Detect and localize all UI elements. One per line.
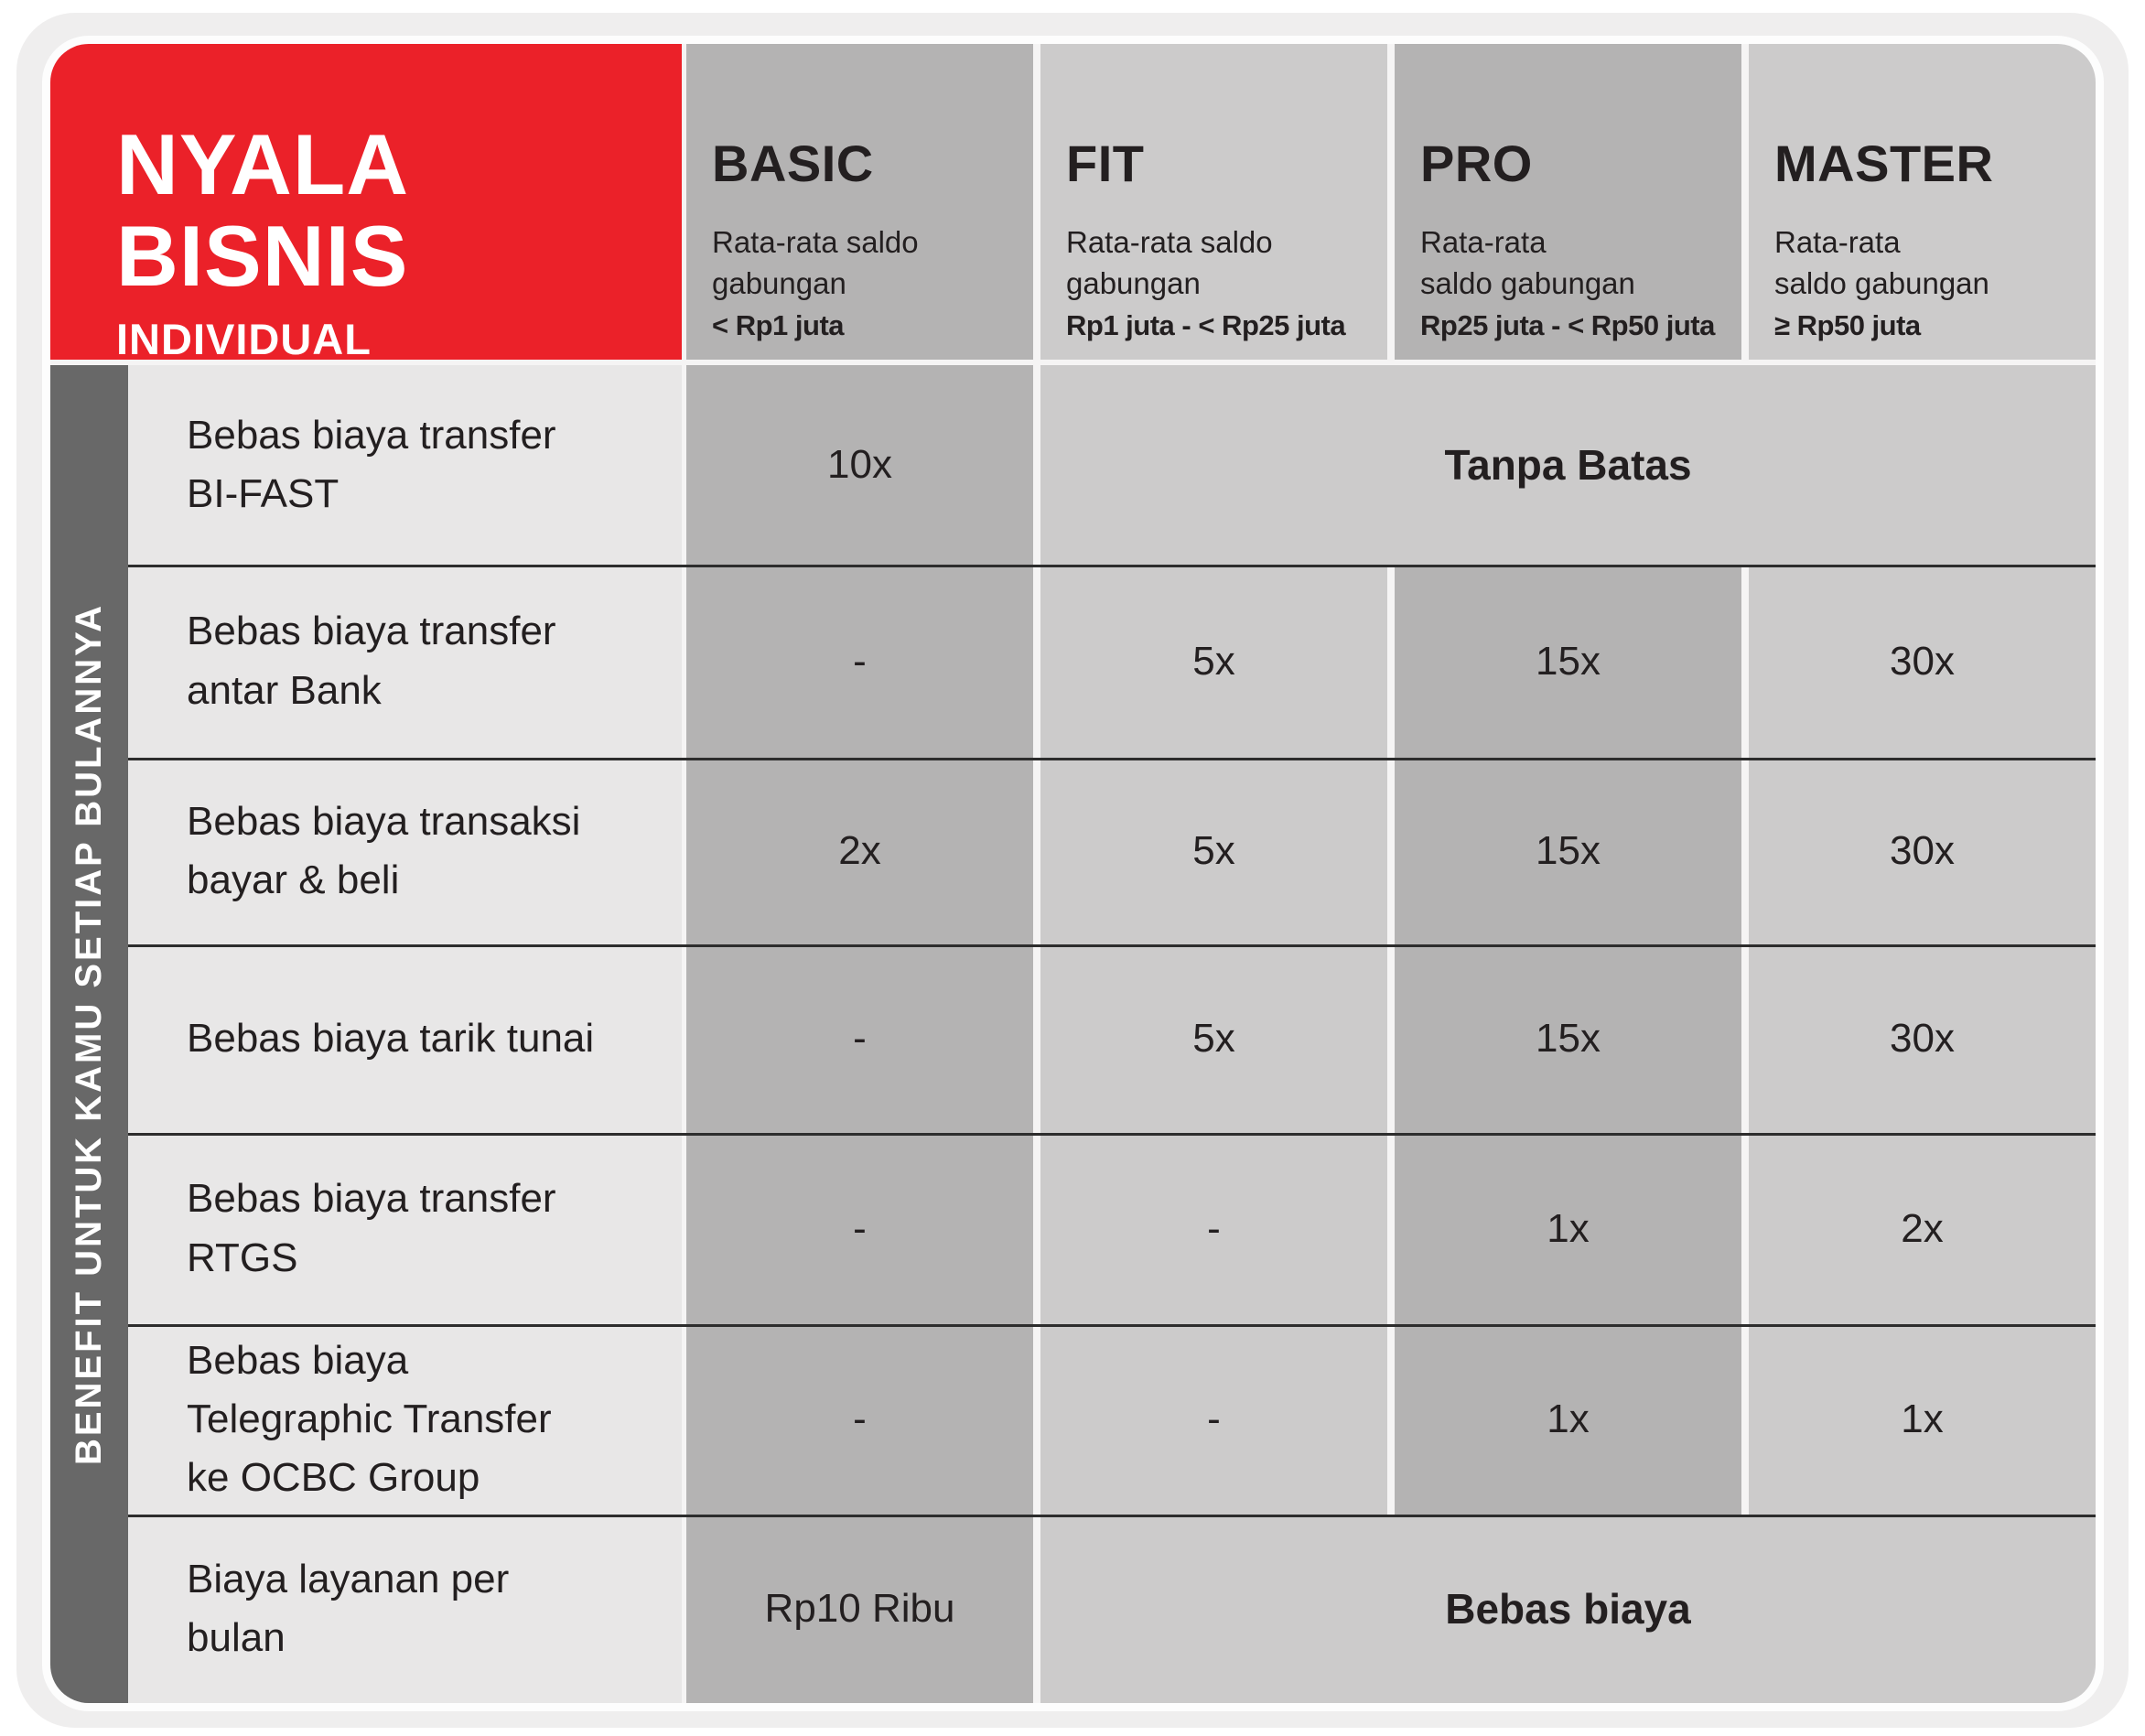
pricing-table: NYALA BISNIS INDIVIDUAL BASIC Rata-rata … — [50, 44, 2096, 1703]
tier-balance-desc: Rata-rata saldo gabungan — [712, 225, 919, 300]
tier-balance-desc: Rata-rata saldo gabungan — [1774, 225, 1989, 300]
sidebar-vertical-label: BENEFIT UNTUK KAMU SETIAP BULANNYA — [69, 602, 109, 1466]
benefit-cell-basic: Rp10 Ribu — [686, 1515, 1033, 1703]
row-divider — [128, 1515, 2096, 1517]
tier-header-fit: FIT Rata-rata saldo gabungan Rp1 juta - … — [1040, 44, 1387, 360]
benefit-cell-master: 1x — [1749, 1324, 2096, 1515]
benefit-row-label: Bebas biaya transfer antar Bank — [128, 565, 682, 758]
benefit-cell-basic: - — [686, 1324, 1033, 1515]
tier-name: MASTER — [1774, 135, 1994, 192]
brand-subtitle: INDIVIDUAL — [116, 315, 372, 364]
tier-name: BASIC — [712, 135, 874, 192]
tier-header-master: MASTER Rata-rata saldo gabungan ≥ Rp50 j… — [1749, 44, 2096, 360]
benefit-cell-master: 30x — [1749, 758, 2096, 944]
tier-balance-desc: Rata-rata saldo gabungan — [1420, 225, 1635, 300]
benefit-row-label: Bebas biaya Telegraphic Transfer ke OCBC… — [128, 1324, 682, 1515]
benefit-cell-basic: 10x — [686, 365, 1033, 565]
row-divider — [128, 1133, 2096, 1136]
tier-balance-desc: Rata-rata saldo gabungan — [1066, 225, 1273, 300]
benefit-cell-pro: 1x — [1395, 1133, 1741, 1324]
benefit-cell-basic: - — [686, 565, 1033, 758]
benefit-cell-fit: 5x — [1040, 944, 1387, 1133]
brand-title-line2: BISNIS — [116, 207, 409, 304]
tier-header-pro: PRO Rata-rata saldo gabungan Rp25 juta -… — [1395, 44, 1741, 360]
benefit-row-label: Bebas biaya tarik tunai — [128, 944, 682, 1133]
tier-balance-range: Rp1 juta - < Rp25 juta — [1066, 308, 1346, 341]
benefit-row-label: Bebas biaya transaksi bayar & beli — [128, 758, 682, 944]
benefit-cell-fit: - — [1040, 1324, 1387, 1515]
tier-balance-range: Rp25 juta - < Rp50 juta — [1420, 308, 1715, 341]
benefit-cell-master: 2x — [1749, 1133, 2096, 1324]
tier-name: PRO — [1420, 135, 1533, 192]
benefit-cell-basic: - — [686, 944, 1033, 1133]
benefit-cell-master: 30x — [1749, 944, 2096, 1133]
tier-balance-range: < Rp1 juta — [712, 308, 845, 341]
benefit-cell-pro: 15x — [1395, 565, 1741, 758]
benefit-cell-pro: 15x — [1395, 758, 1741, 944]
brand-title-line1: NYALA — [116, 116, 410, 212]
row-divider — [128, 944, 2096, 947]
benefits-sidebar: BENEFIT UNTUK KAMU SETIAP BULANNYA — [50, 365, 128, 1703]
tier-name: FIT — [1066, 135, 1145, 192]
row-divider — [128, 758, 2096, 760]
benefit-cell-fit: 5x — [1040, 565, 1387, 758]
benefit-row-label: Bebas biaya transfer BI-FAST — [128, 365, 682, 565]
benefit-cell-pro: 15x — [1395, 944, 1741, 1133]
benefit-cell-basic: 2x — [686, 758, 1033, 944]
merged-benefit-cell: Tanpa Batas — [1040, 365, 2096, 565]
tier-balance-range: ≥ Rp50 juta — [1774, 308, 1921, 341]
benefit-cell-basic: - — [686, 1133, 1033, 1324]
benefit-cell-pro: 1x — [1395, 1324, 1741, 1515]
row-divider — [128, 565, 2096, 567]
benefit-cell-master: 30x — [1749, 565, 2096, 758]
benefit-row-label: Bebas biaya transfer RTGS — [128, 1133, 682, 1324]
brand-panel: NYALA BISNIS INDIVIDUAL — [50, 44, 682, 363]
benefit-cell-fit: 5x — [1040, 758, 1387, 944]
benefit-cell-fit: - — [1040, 1133, 1387, 1324]
row-divider — [128, 1324, 2096, 1327]
benefit-row-label: Biaya layanan per bulan — [128, 1515, 682, 1703]
tier-header-basic: BASIC Rata-rata saldo gabungan < Rp1 jut… — [686, 44, 1033, 360]
merged-benefit-cell: Bebas biaya — [1040, 1515, 2096, 1703]
